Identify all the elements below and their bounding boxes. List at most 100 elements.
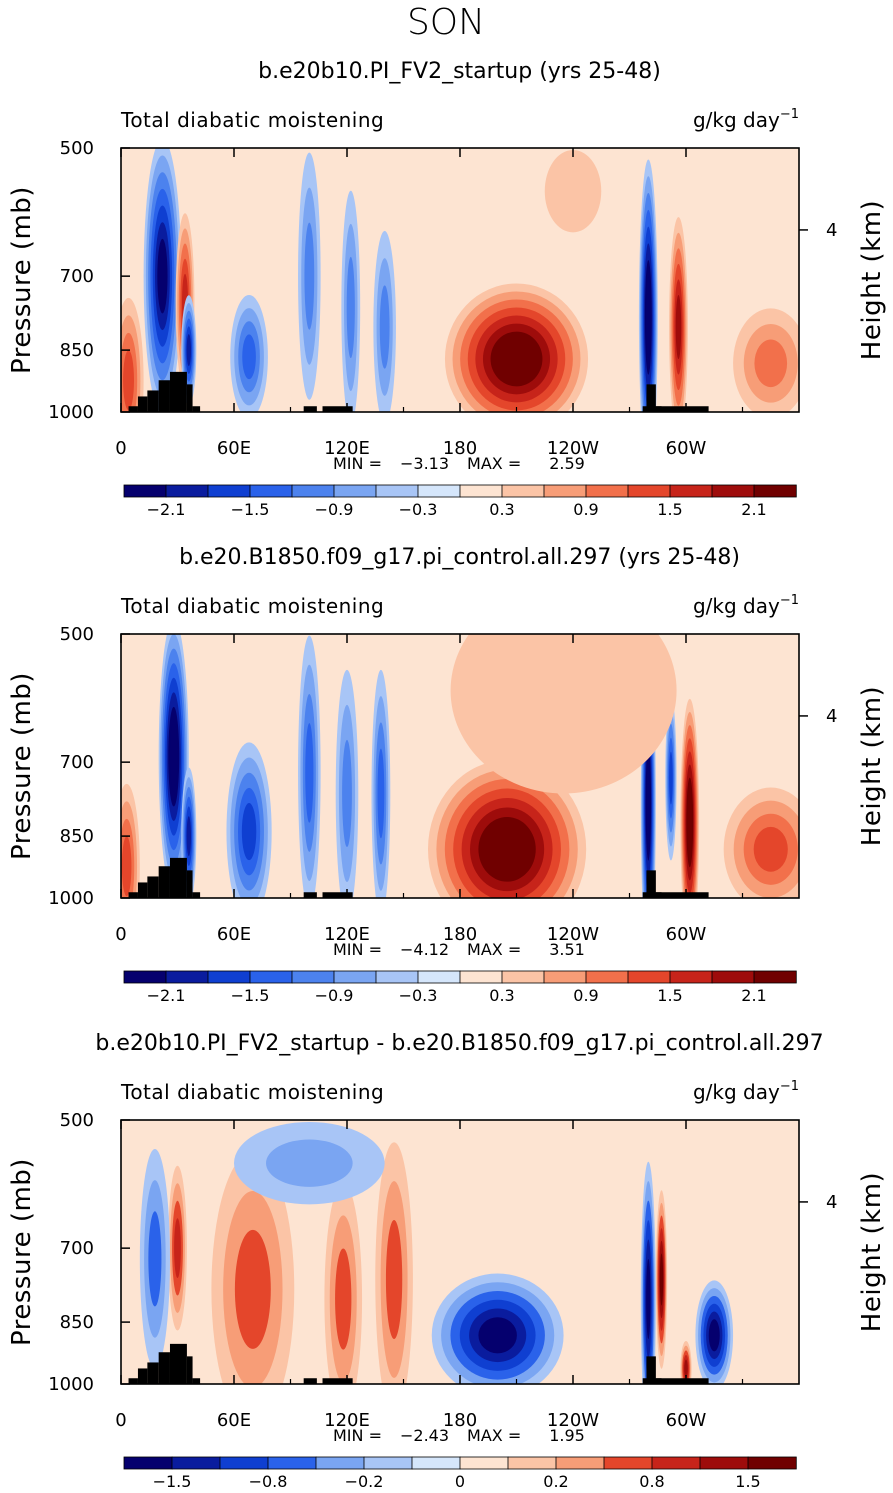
colorbar-label: −1.5 — [231, 500, 270, 519]
topography-block — [169, 1343, 187, 1384]
colorbar-swatch — [753, 484, 797, 498]
contour-field — [121, 634, 799, 898]
x-tick-label: 60W — [666, 438, 707, 459]
panels-group: b.e20b10.PI_FV2_startup (yrs 25-48) Total… — [7, 59, 887, 1491]
y-axis-label-left: Pressure (mb) — [7, 186, 37, 374]
colorbar-swatch — [291, 970, 335, 984]
contour-blob — [450, 634, 677, 794]
colorbar-swatch — [699, 1456, 749, 1470]
topography-block — [137, 882, 148, 898]
contour-blob — [379, 285, 390, 369]
contour-blob — [753, 826, 788, 872]
topography-block — [646, 1356, 656, 1384]
colorbar-swatch — [171, 1456, 221, 1470]
x-tick-label: 120E — [324, 438, 370, 459]
x-tick-label: 180 — [443, 438, 477, 459]
contour-blob — [346, 256, 355, 359]
colorbar-swatch — [207, 484, 251, 498]
colorbar-swatch — [267, 1456, 317, 1470]
contour-blob — [123, 350, 134, 411]
topography-block — [655, 406, 709, 412]
colorbar-swatch — [123, 970, 167, 984]
x-tick-label: 0 — [115, 438, 126, 459]
colorbar-label: 1.5 — [657, 986, 682, 1005]
colorbar-label: −1.5 — [231, 986, 270, 1005]
x-tick-label: 180 — [443, 1410, 477, 1431]
contour-blob — [675, 294, 682, 360]
y-tick-label: 850 — [60, 826, 94, 847]
contour-blob — [304, 222, 315, 330]
y-axis-label-left: Pressure (mb) — [7, 672, 37, 860]
topography-block — [192, 406, 201, 412]
colorbar-label: 0 — [455, 1472, 465, 1491]
topography-block — [147, 390, 159, 412]
x-tick-label: 60E — [217, 438, 251, 459]
topography-block — [128, 406, 138, 412]
x-tick-label: 120W — [547, 438, 599, 459]
colorbar-swatch — [459, 484, 503, 498]
topography-block — [642, 406, 662, 412]
colorbar-swatch — [603, 1456, 653, 1470]
colorbar-label: 0.8 — [639, 1472, 664, 1491]
colorbar-swatch — [459, 1456, 509, 1470]
y-tick-label: 500 — [60, 138, 94, 159]
x-tick-label: 60W — [666, 924, 707, 945]
contour-blob — [266, 1139, 353, 1187]
x-tick-label: 120E — [324, 1410, 370, 1431]
topography-block — [655, 1378, 709, 1384]
x-tick-label: 60E — [217, 1410, 251, 1431]
colorbar-swatch — [123, 1456, 173, 1470]
variable-label: Total diabatic moistening — [120, 1080, 384, 1104]
colorbar-swatch — [291, 484, 335, 498]
colorbar-swatch — [711, 484, 755, 498]
colorbar-swatch — [507, 1456, 557, 1470]
colorbar-label: 0.9 — [573, 986, 598, 1005]
contour-blob — [708, 1319, 720, 1352]
colorbar-label: 0.3 — [489, 500, 514, 519]
colorbar-swatch — [543, 970, 587, 984]
colorbar-swatch — [747, 1456, 797, 1470]
contour-blob — [684, 1359, 688, 1378]
colorbar-label: −2.1 — [147, 500, 186, 519]
y-axis-label-right: Height (km) — [857, 686, 887, 846]
units-label: g/kg day−1 — [693, 107, 799, 132]
colorbar-swatch — [411, 1456, 461, 1470]
topography-block — [128, 892, 138, 898]
contour-blob — [335, 1248, 352, 1350]
x-tick-label: 120E — [324, 924, 370, 945]
x-tick-label: 60W — [666, 1410, 707, 1431]
topography-mask — [128, 371, 709, 412]
colorbar-label: 1.5 — [735, 1472, 760, 1491]
colorbar-swatch — [315, 1456, 365, 1470]
y-tick-label: 700 — [60, 1238, 94, 1259]
topography-block — [186, 384, 193, 412]
x-tick-label: 180 — [443, 924, 477, 945]
contour-blob — [687, 790, 693, 855]
colorbar-swatch — [555, 1456, 605, 1470]
colorbar-label: −2.1 — [147, 986, 186, 1005]
contour-blob — [148, 1211, 162, 1307]
y-tick-label: 700 — [60, 752, 94, 773]
colorbar-swatch — [249, 484, 293, 498]
contour-blob — [186, 334, 191, 367]
colorbar-label: −0.9 — [315, 986, 354, 1005]
contour-blob — [186, 816, 191, 857]
colorbar-label: 0.3 — [489, 986, 514, 1005]
colorbar-swatch — [585, 484, 629, 498]
topography-block — [322, 1378, 353, 1384]
contour-blob — [121, 836, 132, 897]
colorbar-swatch — [627, 970, 671, 984]
topography-block — [655, 892, 709, 898]
panel-title: b.e20b10.PI_FV2_startup - b.e20.B1850.f0… — [95, 1031, 823, 1056]
contour-field — [121, 1120, 799, 1384]
topography-block — [169, 371, 187, 412]
topography-block — [646, 384, 656, 412]
contour-blob — [234, 1229, 271, 1349]
contour-blob — [385, 1219, 403, 1339]
topography-block — [186, 870, 193, 898]
colorbar-swatch — [207, 970, 251, 984]
colorbar-label: 2.1 — [741, 500, 766, 519]
right-tick-label: 4 — [826, 220, 837, 241]
right-tick-label: 4 — [826, 1192, 837, 1213]
figure-title: SON — [407, 2, 485, 43]
